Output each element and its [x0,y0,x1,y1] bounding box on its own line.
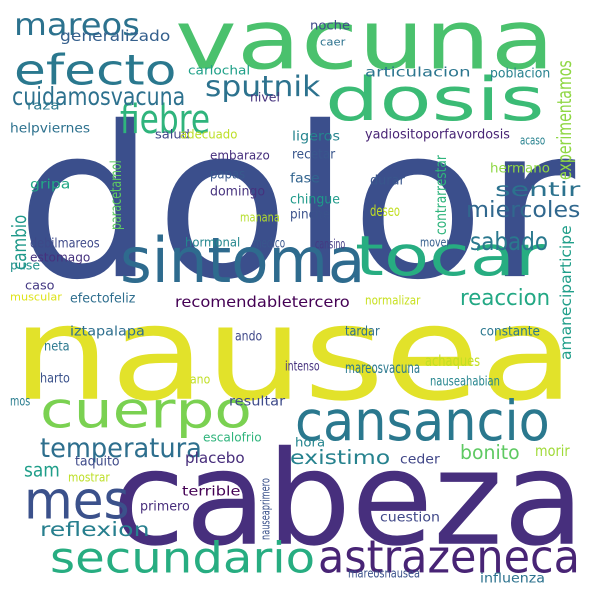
word-sentir: sentir [495,177,581,201]
word-caso: caso [25,279,55,293]
word-debilmareos: debilmareos [30,235,100,251]
word-mes: mes [24,470,130,532]
word-muscular: muscular [10,291,62,304]
word-nivel: nivel [250,91,280,105]
word-neta: neta [44,338,70,354]
word-mover: mover [420,236,451,250]
word-gripa: gripa [30,176,71,192]
word-estomago: estomago [30,251,91,265]
word-sintoma: sintoma [120,224,366,298]
word-mareos: mareos [14,7,140,43]
word-escalofrio: escalofrio [203,431,262,445]
word-terrible: terrible [182,483,241,499]
word-intenso: intenso [285,358,320,374]
word-tocar: tocar [355,224,546,289]
word-manana: manana [240,211,280,225]
word-reaccion: reaccion [460,285,551,311]
word-recetar: recetar [292,146,336,162]
word-articulacion: articulacion [365,64,471,80]
word-hermano: hermano [490,160,550,176]
word-vacuna: vacuna [175,0,555,88]
word-dolor: dolor [16,82,576,327]
word-nauseaprimero: nauseaprimero [259,478,273,540]
word-iztapalapa: iztapalapa [70,323,145,339]
word-chingue: chingue [290,191,340,207]
word-caer: caer [320,36,346,49]
word-fase: fase [290,170,320,186]
word-paracetamol: paracetamol [108,160,125,230]
word-acaso: acaso [520,134,546,148]
word-contrarrestar: contrarrestar [433,155,450,235]
word-cansino: cansino [315,236,346,252]
word-harto: harto [40,370,70,386]
word-raza: raza [27,99,60,113]
word-pinche: pinche [290,206,331,222]
word-embarazo: embarazo [210,149,270,163]
word-mostrar: mostrar [68,471,110,485]
word-efectofeliz: efectofeliz [70,290,136,306]
word-achaques: achaques [425,353,481,370]
word-mareosvacuna: mareosvacuna [345,360,421,377]
word-temperatura: temperatura [40,431,202,464]
word-cabeza: cabeza [112,423,585,576]
word-ligeros: ligeros [292,128,340,144]
word-domingo: domingo [210,183,266,199]
word-ceder: ceder [400,451,440,467]
word-tardar: tardar [345,323,380,339]
word-generalizado: generalizado [60,28,171,45]
word-efecto: efecto [14,45,177,95]
word-deseo: deseo [370,203,401,220]
word-noche: noche [310,19,351,33]
word-medico: medico [253,235,286,251]
word-normalizar: normalizar [365,294,421,308]
word-hora: hora [295,436,326,450]
word-cuestion: cuestion [380,509,440,525]
word-helpviernes: helpviernes [10,120,91,136]
word-ando: ando [235,328,263,344]
word-dosis: dosis [325,64,545,135]
word-mareosnausea: mareosnausea [348,567,421,581]
word-astrazeneca: astrazeneca [318,530,580,584]
word-salud: salud [155,128,190,142]
word-primero: primero [140,498,190,514]
word-nausea: nausea [12,278,575,431]
word-resultar: resultar [229,393,286,409]
word-durar: durar [370,172,405,188]
word-sam: sam [24,460,60,482]
word-constante: constante [480,323,540,339]
word-sputnik: sputnik [205,69,321,103]
word-cuidamosvacuna: cuidamosvacuna [12,82,186,111]
word-experimentamos: experimentamos [552,60,576,180]
word-ano: ano [190,373,211,387]
word-placebo: placebo [185,450,245,467]
word-papas: papas [210,166,246,182]
word-bonito: bonito [460,440,520,464]
word-fiebre: fiebre [120,96,211,144]
word-sabado: sabado [470,227,549,256]
word-cansancio: cansancio [295,389,550,454]
word-hormonal: hormonal [185,236,241,250]
word-existimo: existimo [290,445,391,469]
word-reflexion: reflexion [40,517,150,541]
word-yadiositoporfavordosis: yadiositoporfavordosis [365,126,510,142]
word-nauseahabian: nauseahabian [430,373,500,389]
word-amaneciparticipe: amaneciparticipe [558,225,575,360]
word-cuerpo: cuerpo [40,380,252,440]
word-miercoles: miercoles [466,197,581,223]
word-puse: puse [10,259,41,273]
word-taquito: taquito [75,453,120,469]
word-influenza: influenza [480,570,545,586]
word-mos: mos [10,393,31,409]
word-adecuado: adecuado [180,128,238,142]
word-morir: morir [535,443,570,460]
word-recomendabletercero: recomendabletercero [175,294,350,311]
word-carlochal: carlochal [188,64,251,78]
word-secundario: secundario [50,532,316,583]
word-poblacion: poblacion [490,65,551,81]
